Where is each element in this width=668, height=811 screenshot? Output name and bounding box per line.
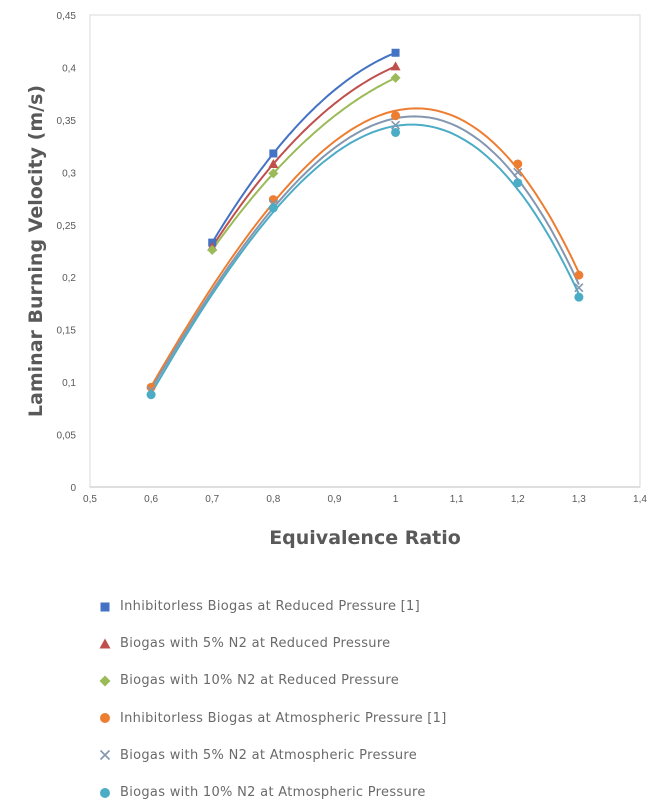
legend-label: Biogas with 5% N2 at Atmospheric Pressur… <box>120 747 418 763</box>
y-tick-label: 0,05 <box>57 431 77 442</box>
chart: 0,5 0,6 0,7 0,8 0,9 1 1,1 1,2 1,3 1,4 0 0,05 0,1 0,1… <box>25 11 648 549</box>
trendline <box>150 123 580 395</box>
y-tick-label: 0,2 <box>62 273 76 284</box>
data-points <box>146 48 584 400</box>
data-point-x <box>513 167 523 177</box>
data-point-circle <box>391 111 401 121</box>
data-point-circle <box>574 292 584 302</box>
legend-item: Inhibitorless Biogas at Reduced Pressure… <box>98 588 658 625</box>
legend-item: Biogas with 5% N2 at Atmospheric Pressur… <box>98 737 658 774</box>
x-tick-label: 0,6 <box>144 494 158 505</box>
data-point-circle <box>513 178 523 188</box>
y-axis-ticks: 0 0,05 0,1 0,15 0,2 0,25 0,3 0,35 0,4 0,45 <box>57 11 77 494</box>
data-point-circle <box>268 203 278 213</box>
y-tick-label: 0 <box>70 483 76 494</box>
legend-marker-diamond <box>99 675 111 687</box>
data-point-x <box>390 120 401 130</box>
data-point-diamond <box>390 72 401 83</box>
x-tick-label: 1,2 <box>511 494 525 505</box>
data-point-triangle <box>390 61 401 71</box>
y-axis-title: Laminar Burning Velocity (m/s) <box>25 85 47 417</box>
trendline <box>150 115 580 391</box>
legend-label: Biogas with 10% N2 at Reduced Pressure <box>120 673 400 689</box>
legend-marker-circle <box>100 787 110 798</box>
data-point-square <box>391 48 400 57</box>
data-point-triangle <box>268 158 279 168</box>
legend-item: Biogas with 5% N2 at Reduced Pressure <box>98 625 658 662</box>
y-tick-label: 0,45 <box>57 11 77 22</box>
legend-marker-circle <box>100 713 110 724</box>
trendline <box>150 107 580 388</box>
data-point-diamond <box>207 244 218 255</box>
legend-label: Biogas with 10% N2 at Atmospheric Pressu… <box>120 785 426 801</box>
data-point-circle <box>391 127 401 137</box>
data-point-x <box>574 283 584 293</box>
trendline <box>211 51 396 244</box>
legend-label: Biogas with 5% N2 at Reduced Pressure <box>120 636 391 652</box>
legend-label: Inhibitorless Biogas at Atmospheric Pres… <box>120 710 447 726</box>
legend-marker-x <box>99 750 111 761</box>
legend-marker-triangle <box>99 638 111 649</box>
data-point-x <box>99 750 111 761</box>
x-axis-ticks: 0,5 0,6 0,7 0,8 0,9 1 1,1 1,2 1,3 1,4 <box>83 494 647 505</box>
data-point-square <box>269 149 278 158</box>
y-tick-label: 0,1 <box>62 378 76 389</box>
legend: Inhibitorless Biogas at Reduced Pressure… <box>98 588 658 811</box>
x-axis-title: Equivalence Ratio <box>269 527 461 549</box>
data-point-circle <box>100 787 110 798</box>
x-tick-label: 0,9 <box>327 494 341 505</box>
legend-label: Inhibitorless Biogas at Reduced Pressure… <box>120 599 420 615</box>
y-tick-label: 0,15 <box>57 326 77 337</box>
data-point-circle <box>513 159 523 169</box>
legend-marker-square <box>100 602 110 612</box>
data-point-square <box>100 602 110 612</box>
x-tick-label: 1 <box>393 494 399 505</box>
trendline <box>211 76 397 251</box>
y-tick-label: 0,3 <box>62 168 76 179</box>
legend-item: Biogas with 10% N2 at Reduced Pressure <box>98 662 658 699</box>
data-point-triangle <box>99 638 111 649</box>
x-tick-label: 0,7 <box>205 494 219 505</box>
x-tick-label: 1,4 <box>633 494 647 505</box>
x-tick-label: 0,8 <box>266 494 280 505</box>
data-point-diamond <box>268 168 279 179</box>
data-point-circle <box>100 713 110 724</box>
data-point-circle <box>146 382 156 392</box>
data-point-circle <box>146 390 156 400</box>
y-tick-label: 0,4 <box>62 63 76 74</box>
trendline <box>211 65 396 248</box>
x-tick-label: 1,1 <box>450 494 464 505</box>
legend-item: Biogas with 10% N2 at Atmospheric Pressu… <box>98 774 658 811</box>
plot-area: 0,5 0,6 0,7 0,8 0,9 1 1,1 1,2 1,3 1,4 0 0,05 0,1 0,1… <box>57 11 648 505</box>
legend-item: Inhibitorless Biogas at Atmospheric Pres… <box>98 700 658 737</box>
x-tick-label: 0,5 <box>83 494 97 505</box>
data-point-diamond <box>99 675 111 687</box>
x-tick-label: 1,3 <box>572 494 586 505</box>
data-point-circle <box>574 270 584 280</box>
trendlines <box>150 51 580 395</box>
y-tick-label: 0,25 <box>57 221 77 232</box>
y-tick-label: 0,35 <box>57 116 77 127</box>
